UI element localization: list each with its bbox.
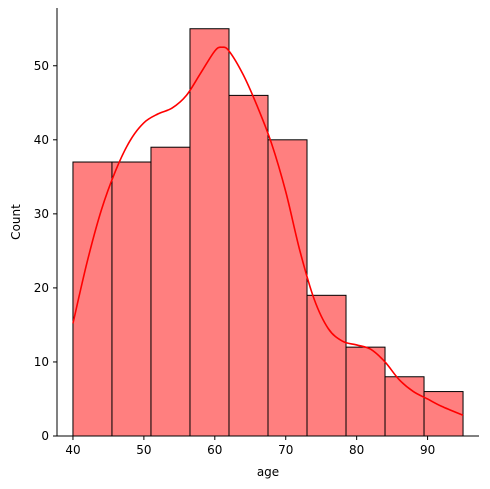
x-axis-ticks: 40 50 60 70 80 90 (65, 436, 435, 457)
histogram-bar (345, 346, 386, 437)
y-tick-label: 0 (41, 429, 49, 443)
x-tick-label: 50 (136, 443, 151, 457)
y-tick-label: 20 (34, 281, 49, 295)
y-tick-label: 40 (34, 133, 49, 147)
x-tick-label: 70 (278, 443, 293, 457)
x-tick-label: 90 (420, 443, 435, 457)
histogram-bar (72, 161, 113, 437)
kde-curve (72, 46, 464, 417)
y-axis-label: Count (9, 204, 23, 240)
y-tick-label: 50 (34, 59, 49, 73)
histogram-bar (111, 161, 152, 437)
x-tick-label: 40 (65, 443, 80, 457)
histogram-bars (72, 28, 464, 437)
histogram-bar (189, 28, 230, 437)
y-axis-ticks: 0 10 20 30 40 50 (34, 59, 57, 443)
x-axis-label: age (257, 465, 279, 479)
histogram-bar (267, 139, 308, 437)
histogram-bar (150, 146, 191, 437)
x-tick-label: 60 (207, 443, 222, 457)
y-tick-label: 30 (34, 207, 49, 221)
x-tick-label: 80 (349, 443, 364, 457)
histogram-bar (306, 294, 347, 437)
y-tick-label: 10 (34, 355, 49, 369)
histogram-bar (228, 94, 269, 437)
histogram-bar (384, 376, 425, 437)
histogram-bar (423, 391, 464, 437)
